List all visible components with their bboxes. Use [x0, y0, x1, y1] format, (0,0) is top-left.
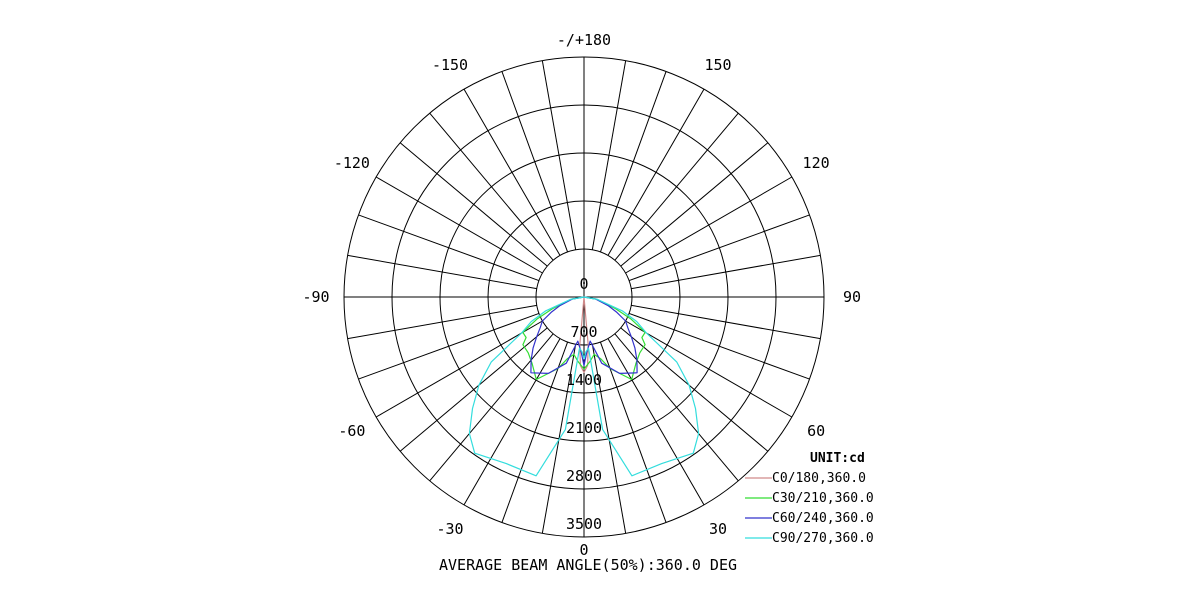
- grid-spoke-60: [625, 320, 793, 418]
- grid-spoke-160: [599, 71, 667, 253]
- grid-layer: [343, 56, 825, 538]
- angle-label--150: -150: [432, 56, 468, 74]
- grid-spoke--40: [429, 333, 554, 482]
- angle-label-120: 120: [803, 154, 830, 172]
- grid-spoke--120: [375, 176, 543, 274]
- series-line-3: [530, 296, 638, 374]
- grid-spoke-30: [607, 338, 705, 506]
- series-line-2: [522, 296, 646, 381]
- grid-spoke--70: [358, 312, 540, 380]
- grid-spoke-50: [620, 327, 769, 452]
- grid-spoke--60: [375, 320, 543, 418]
- legend-entry-4: C90/270,360.0: [772, 531, 874, 546]
- angle-label-150: 150: [704, 56, 731, 74]
- grid-spoke--150: [463, 88, 561, 256]
- grid-spoke--30: [463, 338, 561, 506]
- series-layer: [468, 296, 700, 477]
- grid-spoke--80: [347, 304, 537, 340]
- angle-label-60: 60: [807, 422, 825, 440]
- grid-spoke-40: [614, 333, 739, 482]
- radial-tick-label-1400: 1400: [566, 371, 602, 389]
- grid-spoke--130: [399, 142, 548, 267]
- grid-spoke--170: [541, 60, 577, 250]
- radial-tick-label-700: 700: [570, 323, 597, 341]
- grid-spoke--140: [429, 112, 554, 261]
- beam-angle-footer: AVERAGE BEAM ANGLE(50%):360.0 DEG: [439, 556, 737, 574]
- grid-spoke--100: [347, 254, 537, 290]
- radial-tick-label-2800: 2800: [566, 467, 602, 485]
- grid-spoke-150: [607, 88, 705, 256]
- angle-label-90: 90: [843, 288, 861, 306]
- angle-label--30: -30: [436, 520, 463, 538]
- grid-spoke-20: [599, 341, 667, 523]
- grid-spoke-120: [625, 176, 793, 274]
- grid-spoke--20: [501, 341, 569, 523]
- grid-spoke-70: [628, 312, 810, 380]
- grid-spoke-100: [631, 254, 821, 290]
- series-line-1: [579, 296, 589, 373]
- angle-label-180: -/+180: [557, 31, 611, 49]
- legend-unit-label: UNIT:cd: [810, 451, 865, 466]
- legend-entry-1: C0/180,360.0: [772, 471, 866, 486]
- grid-spoke-130: [620, 142, 769, 267]
- grid-spoke-170: [591, 60, 627, 250]
- angle-label--90: -90: [302, 288, 329, 306]
- radial-tick-label-2100: 2100: [566, 419, 602, 437]
- grid-spoke--50: [399, 327, 548, 452]
- series-line-4: [468, 296, 700, 477]
- radial-tick-label-0: 0: [579, 275, 588, 293]
- legend-entry-3: C60/240,360.0: [772, 511, 874, 526]
- legend-entry-2: C30/210,360.0: [772, 491, 874, 506]
- angle-label-0: 0: [579, 541, 588, 559]
- radial-tick-label-3500: 3500: [566, 515, 602, 533]
- legend: UNIT:cd C0/180,360.0 C30/210,360.0 C60/240…: [745, 451, 874, 546]
- label-layer: 0 700 1400 2100 2800 3500 0 30 -30 60 -60 90 -90 120 -…: [302, 31, 861, 559]
- grid-spoke-140: [614, 112, 739, 261]
- grid-spoke--160: [501, 71, 569, 253]
- grid-spoke-80: [631, 304, 821, 340]
- angle-label-30: 30: [709, 520, 727, 538]
- grid-spoke-110: [628, 214, 810, 282]
- angle-label--60: -60: [338, 422, 365, 440]
- grid-spoke--110: [358, 214, 540, 282]
- angle-label--120: -120: [334, 154, 370, 172]
